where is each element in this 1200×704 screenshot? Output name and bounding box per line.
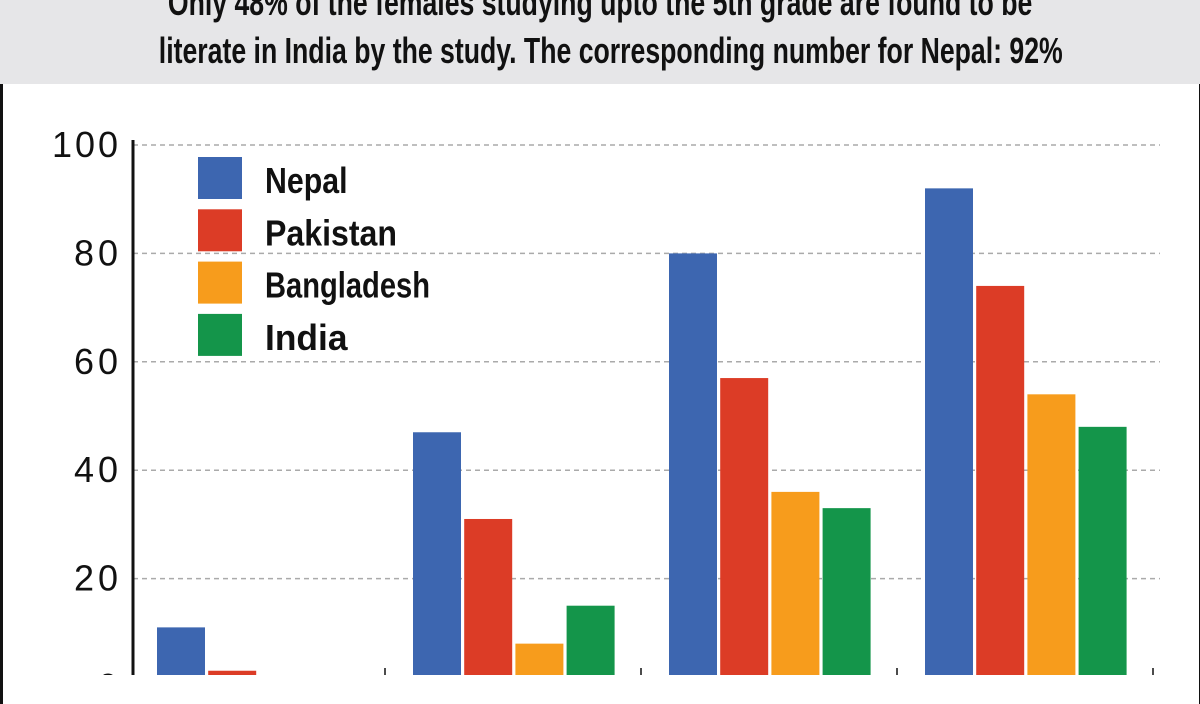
bar-india <box>566 605 615 675</box>
bar-pakistan <box>720 378 769 675</box>
y-tick-label: 20 <box>74 558 118 599</box>
bar-india <box>1078 426 1127 675</box>
y-tick-label: 40 <box>74 449 118 490</box>
y-tick-label: 80 <box>74 232 118 273</box>
y-tick-label: 0 <box>98 666 118 675</box>
bar-nepal <box>157 627 205 675</box>
title-line-2: literate in India by the study. The corr… <box>158 30 1063 71</box>
legend-swatch-pakistan <box>198 209 242 252</box>
bar-nepal <box>413 432 461 675</box>
bar-bangladesh <box>1027 394 1076 675</box>
legend-swatch-nepal <box>198 157 242 199</box>
legend-label-nepal: Nepal <box>265 160 348 201</box>
bar-bangladesh <box>771 491 820 675</box>
bar-bangladesh <box>515 643 564 675</box>
bar-chart: 0 20 40 60 80 100 Nepal Pakistan Bangladesh India <box>52 124 1160 675</box>
title-line-1: Only 48% of the females studying upto th… <box>167 0 1033 23</box>
legend-label-bangladesh: Bangladesh <box>265 265 430 306</box>
bar-pakistan <box>208 670 257 675</box>
y-tick-label: 60 <box>74 341 118 382</box>
y-tick-label: 100 <box>52 124 118 165</box>
legend-label-pakistan: Pakistan <box>265 212 397 253</box>
bar-nepal <box>669 253 717 675</box>
bar-india <box>822 508 871 675</box>
legend-label-india: India <box>265 317 348 358</box>
bar-pakistan <box>976 285 1025 675</box>
bar-pakistan <box>464 518 513 675</box>
legend-swatch-bangladesh <box>198 261 242 304</box>
legend-swatch-india <box>198 313 242 356</box>
bar-nepal <box>925 188 973 675</box>
chart-header: Only 48% of the females studying upto th… <box>0 0 1200 84</box>
